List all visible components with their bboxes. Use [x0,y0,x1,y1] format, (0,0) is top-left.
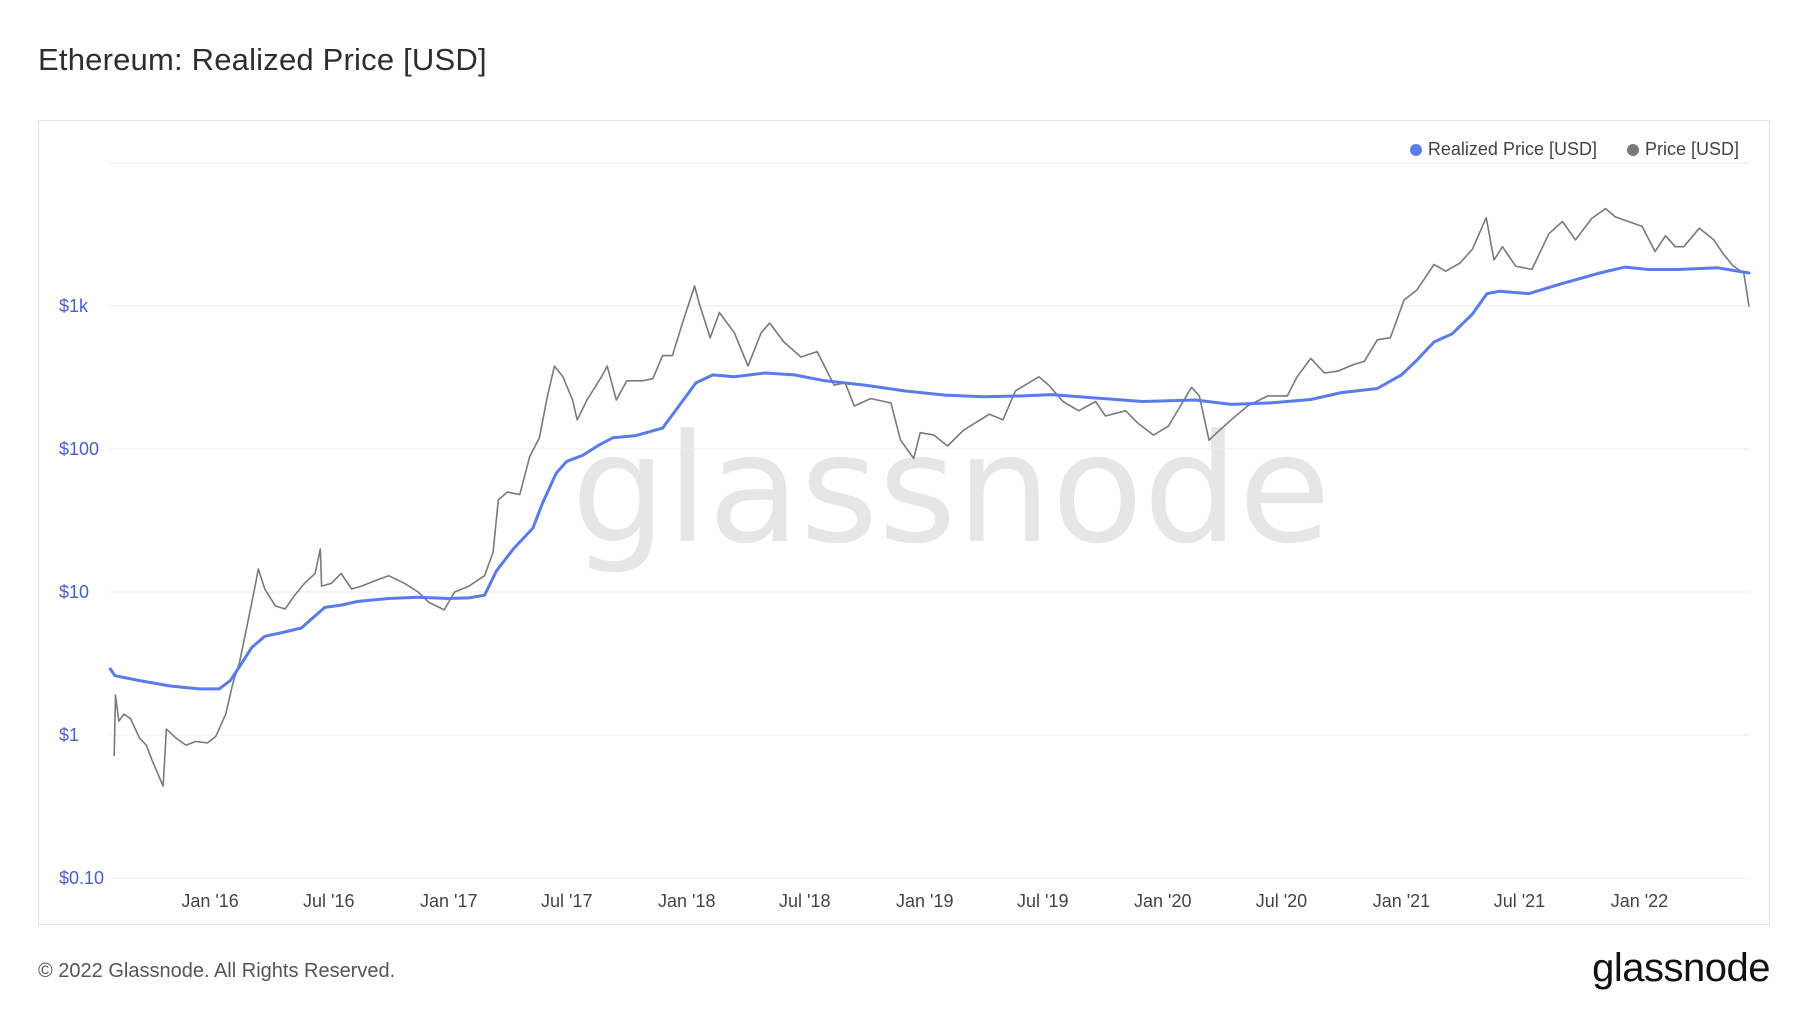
x-tick-label: Jan '21 [1373,891,1430,911]
series-line-price [113,207,1750,787]
x-tick-label: Jul '17 [541,891,592,911]
chart-title: Ethereum: Realized Price [USD] [38,42,487,77]
y-tick-label: $1 [59,725,79,745]
x-tick-label: Jul '18 [779,891,830,911]
series-line-realized-price [108,265,1751,691]
x-tick-label: Jan '20 [1134,891,1191,911]
chart-panel: glassnode $0.10 $1 $10 $100 $1k Jan '16 Jul '16… [38,120,1770,925]
legend-label-realized-price: Realized Price [USD] [1427,139,1597,159]
x-tick-label: Jul '20 [1256,891,1307,911]
watermark-text: glassnode [571,403,1330,577]
x-tick-label: Jul '21 [1494,891,1545,911]
x-tick-label: Jan '18 [658,891,715,911]
glassnode-logo[interactable]: glassnode [1592,946,1770,990]
footer-copyright: © 2022 Glassnode. All Rights Reserved. [38,960,396,982]
legend-item-price[interactable]: Price [USD] [1626,139,1739,160]
x-tick-label: Jan '17 [420,891,477,911]
x-tick-label: Jan '16 [181,891,238,911]
legend-swatch-price [1626,143,1639,156]
x-tick-label: Jan '19 [896,891,953,911]
y-tick-label: $1k [59,296,89,316]
legend-swatch-realized-price [1409,143,1422,156]
y-tick-label: $100 [59,439,99,459]
chart-canvas: glassnode $0.10 $1 $10 $100 $1k Jan '16 Jul '16… [59,162,1751,911]
legend-label-price: Price [USD] [1644,139,1739,159]
y-tick-label: $0.10 [59,868,104,888]
x-tick-label: Jul '16 [303,891,354,911]
x-tick-label: Jan '22 [1611,891,1668,911]
y-tick-label: $10 [59,582,89,602]
x-tick-label: Jul '19 [1017,891,1068,911]
chart-legend: Realized Price [USD] Price [USD] [1409,139,1739,160]
legend-item-realized-price[interactable]: Realized Price [USD] [1409,139,1597,160]
